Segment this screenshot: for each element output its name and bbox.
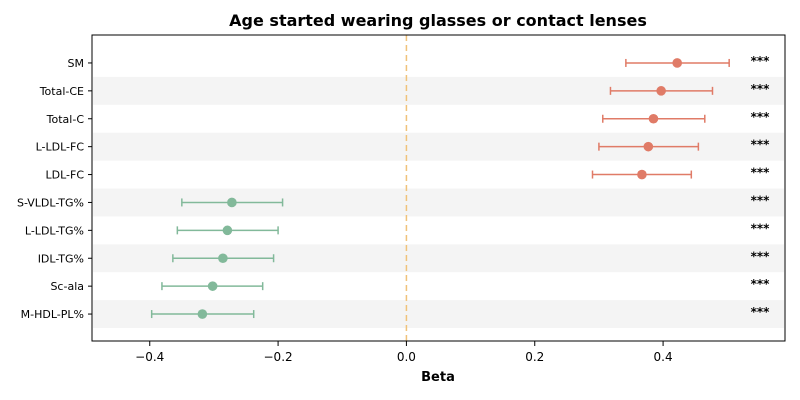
y-tick-label: Total-C (46, 113, 85, 126)
x-axis-label: Beta (421, 370, 455, 385)
significance-label: *** (751, 166, 771, 180)
y-axis-labels: SM Total-CE Total-C L-LDL-FC LDL-FC S-VLDL-TG… (17, 57, 92, 321)
significance-label: *** (751, 277, 771, 291)
significance-label: *** (751, 249, 771, 263)
y-tick-label: IDL-TG% (38, 252, 84, 265)
y-tick-label: M-HDL-PL% (21, 308, 84, 321)
plot-marks: *** *** *** *** *** *** *** *** *** *** (150, 54, 771, 319)
beta-point (218, 253, 228, 264)
beta-point (648, 113, 659, 124)
beta-point (197, 309, 208, 319)
x-tick-label: 0.0 (397, 350, 416, 364)
beta-point (672, 58, 682, 68)
y-tick-label: LDL-FC (45, 169, 84, 182)
chart-title: Age started wearing glasses or contact l… (229, 11, 647, 30)
x-tick-label: −0.2 (264, 350, 293, 364)
beta-point (656, 86, 666, 96)
y-tick-label: Total-CE (39, 85, 84, 98)
x-tick-label: −0.4 (135, 350, 164, 364)
plot-frame (91, 34, 786, 342)
significance-label: *** (751, 138, 771, 152)
y-tick-label: S-VLDL-TG% (17, 196, 84, 209)
significance-label: *** (751, 193, 771, 207)
significance-label: *** (751, 82, 771, 96)
x-tick-label: 0.2 (525, 350, 544, 364)
significance-label: *** (751, 54, 771, 68)
beta-point (207, 281, 218, 291)
y-tick-label: L-LDL-TG% (25, 224, 84, 237)
x-tick-label: 0.4 (654, 350, 673, 364)
y-tick-label: SM (68, 57, 84, 70)
beta-point (227, 197, 237, 208)
significance-label: *** (751, 305, 771, 319)
beta-point (643, 141, 654, 152)
significance-label: *** (751, 110, 771, 124)
beta-point (637, 169, 647, 180)
significance-label: *** (751, 221, 771, 235)
y-tick-label: L-LDL-FC (36, 141, 85, 154)
beta-point (222, 225, 233, 236)
x-axis-ticks: −0.4 −0.2 0.0 0.2 0.4 (135, 341, 673, 364)
y-tick-label: Sc-ala (50, 280, 84, 293)
